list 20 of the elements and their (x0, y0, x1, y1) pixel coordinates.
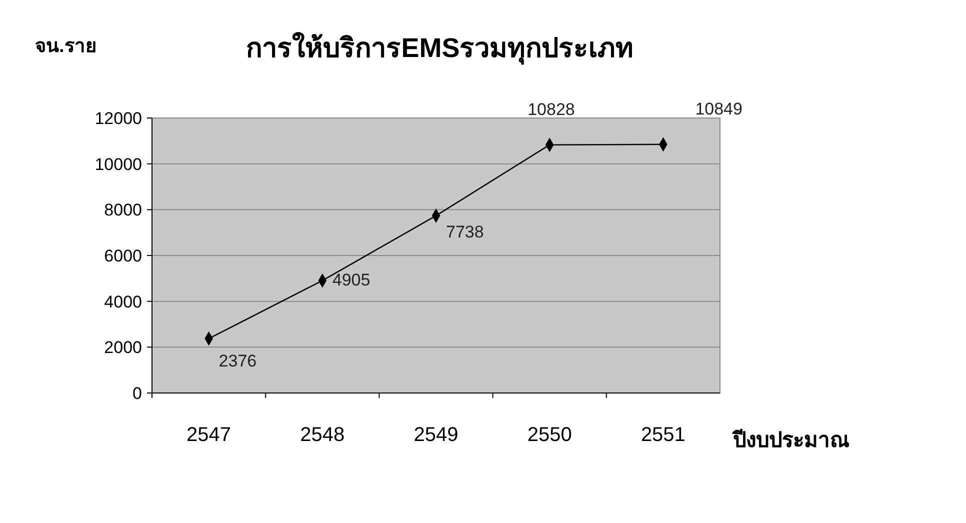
y-axis-title: จน.ราย (35, 36, 96, 57)
y-tick-label: 6000 (104, 246, 142, 266)
y-tick-label: 10000 (94, 154, 142, 174)
data-label: 10828 (528, 100, 575, 119)
y-tick-label: 8000 (104, 200, 142, 220)
data-label: 7738 (446, 222, 484, 242)
data-label: 10849 (695, 99, 742, 118)
x-tick-label: 2548 (300, 424, 345, 446)
y-tick-label: 2000 (104, 338, 142, 358)
data-label: 4905 (332, 270, 370, 290)
x-tick-label: 2551 (640, 424, 686, 446)
y-tick-label: 0 (132, 384, 142, 403)
x-tick-label: 2547 (186, 424, 232, 446)
x-tick-label: 2549 (414, 424, 458, 446)
y-tick-label: 4000 (104, 292, 142, 312)
chart-title: การให้บริการEMSรวมทุกประเภท (246, 32, 634, 65)
y-tick-label: 12000 (94, 108, 142, 128)
x-tick-label: 2550 (527, 424, 572, 446)
x-axis-title: ปีงบประมาณ (731, 428, 850, 452)
data-label: 2376 (218, 352, 257, 371)
